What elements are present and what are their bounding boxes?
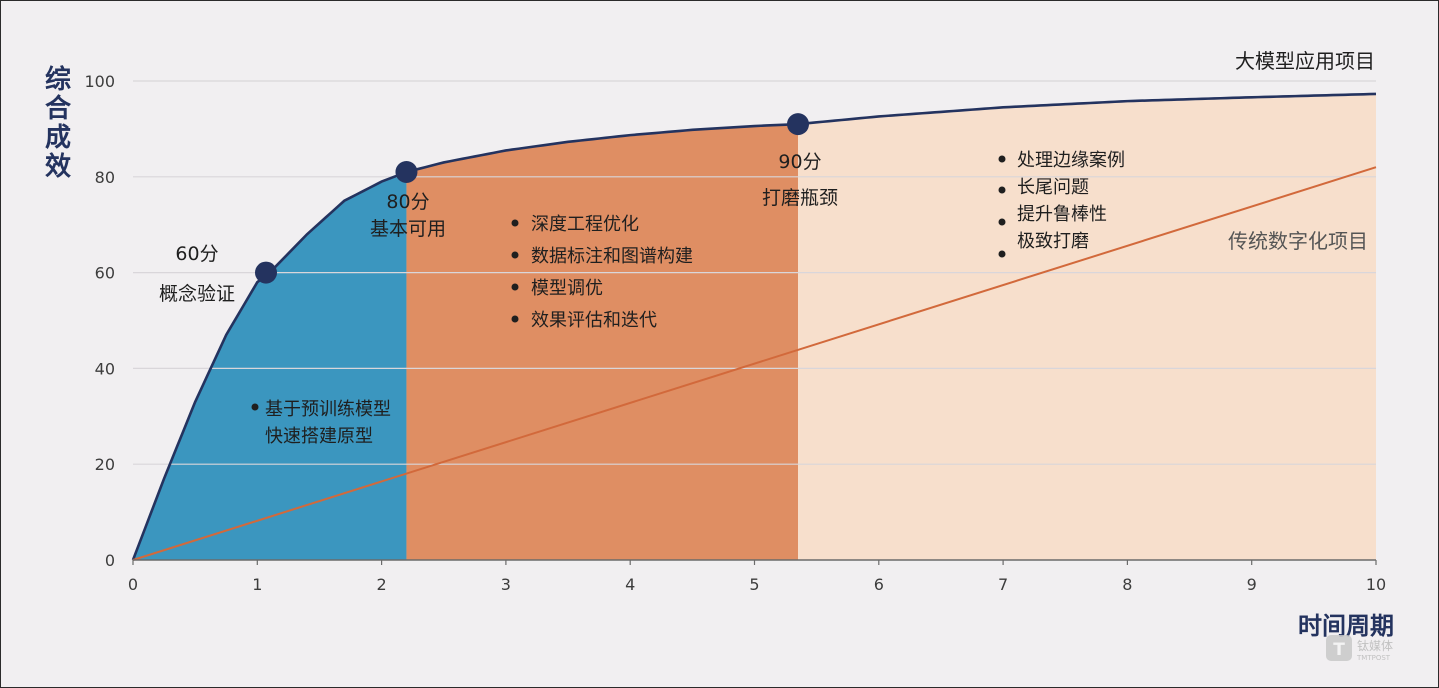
bullet-dot [998, 218, 1006, 226]
y-axis-label-char: 成 [45, 123, 71, 153]
x-tick-label: 6 [874, 575, 884, 594]
stage1-continuation: 快速搭建原型 [265, 426, 373, 447]
stage1-bullet: 基于预训练模型 [265, 399, 391, 420]
stage3-annotation: 处理边缘案例 长尾问题 提升鲁棒性 极致打磨 [998, 150, 1125, 258]
y-tick-label: 40 [95, 359, 115, 378]
milestone-score-60: 60分 [175, 243, 218, 265]
stage2-bullet-4: 效果评估和迭代 [531, 310, 657, 331]
milestone-point [255, 261, 278, 284]
milestone-points [255, 113, 810, 284]
y-tick-label: 20 [95, 455, 115, 474]
bullet-dot [511, 251, 519, 259]
y-axis-label-char: 综 [45, 64, 71, 95]
watermark-subtext: TMTPOST [1356, 654, 1391, 662]
milestone-name-poc: 概念验证 [159, 282, 235, 305]
stage-region-1 [133, 172, 407, 560]
milestone-score-90: 90分 [778, 151, 821, 173]
bullet-dot [511, 219, 519, 227]
x-tick-label: 2 [377, 575, 387, 594]
x-tick-label: 7 [998, 575, 1008, 594]
y-axis-label-char: 合 [45, 93, 72, 124]
x-tick-label: 3 [501, 575, 511, 594]
stage3-bullet-3: 提升鲁棒性 [1017, 204, 1107, 225]
stage-region-3 [798, 93, 1376, 561]
series-label-traditional: 传统数字化项目 [1228, 229, 1368, 253]
series-label-llm: 大模型应用项目 [1235, 49, 1375, 73]
x-tick-label: 9 [1247, 575, 1257, 594]
x-tick-label: 1 [252, 575, 262, 594]
stage1-annotation: 基于预训练模型 快速搭建原型 [251, 399, 391, 447]
x-tick-label: 0 [128, 575, 138, 594]
series-line-2 [132, 166, 1377, 561]
x-tick-label: 5 [749, 575, 759, 594]
series-lines [131, 92, 1377, 561]
stage-region-2 [406, 124, 799, 561]
stage2-bullet-3: 模型调优 [531, 278, 603, 299]
y-tick-label: 100 [84, 72, 115, 91]
x-tick-label: 10 [1366, 575, 1386, 594]
stage-regions [133, 93, 1376, 561]
y-tick-label: 60 [95, 264, 115, 283]
x-tick-label: 8 [1122, 575, 1132, 594]
milestone-name-polish: 打磨瓶颈 [762, 187, 838, 209]
milestone-point [395, 161, 418, 184]
y-tick-label: 80 [95, 168, 115, 187]
bullet-dot [511, 315, 519, 323]
series-line-1 [131, 92, 1377, 561]
stage3-bullet-1: 处理边缘案例 [1017, 150, 1125, 171]
grid-lines [133, 80, 1376, 465]
y-axis-label: 综 合 成 效 [45, 64, 72, 182]
milestone-point [787, 113, 810, 136]
watermark: T 钛媒体 TMTPOST [1326, 635, 1393, 662]
bullet-dot [251, 403, 259, 411]
stage2-bullet-1: 深度工程优化 [531, 214, 639, 235]
stage2-bullet-2: 数据标注和图谱构建 [531, 246, 693, 267]
watermark-logo-glyph: T [1333, 640, 1345, 660]
stage3-bullet-4: 极致打磨 [1017, 231, 1089, 252]
bullet-dot [998, 250, 1006, 258]
y-tick-label: 0 [105, 551, 115, 570]
stage3-bullet-2: 长尾问题 [1017, 177, 1089, 198]
x-tick-label: 4 [625, 575, 635, 594]
bullet-dot [998, 155, 1006, 163]
watermark-logo-icon [1326, 635, 1352, 661]
bullet-dot [998, 186, 1006, 194]
stage2-annotation: 深度工程优化 数据标注和图谱构建 模型调优 效果评估和迭代 [511, 214, 693, 331]
bullet-dot [511, 283, 519, 291]
milestone-score-80: 80分 [386, 191, 429, 213]
milestone-name-usable: 基本可用 [370, 218, 446, 240]
watermark-text: 钛媒体 [1357, 638, 1393, 653]
y-axis-label-char: 效 [45, 151, 71, 182]
